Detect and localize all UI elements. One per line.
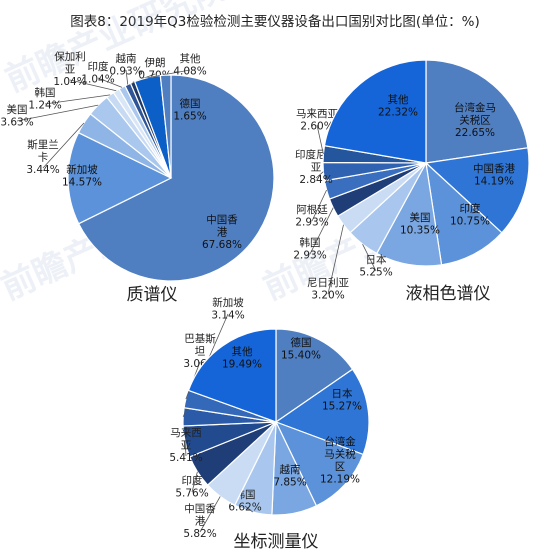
pie-chart-3: 德国 15.40%日本 15.27%台湾金马关税区 12.19%越南 7.85%韩国 6.… <box>169 296 370 540</box>
pie-chart-1: 中国香港 67.68% 新加坡 14.57%斯里兰卡 3.44% 美国 3.63%韩国 1.2… <box>0 50 275 282</box>
slice-label: 韩国 1.24% <box>28 86 61 112</box>
slice-label: 其他 22.32% <box>378 93 418 119</box>
pie-slice <box>275 328 354 424</box>
slice-label: 日本 5.25% <box>359 253 392 279</box>
slice-label: 阿根廷 2.93% <box>295 203 328 229</box>
slice-label: 其他 19.49% <box>222 345 262 371</box>
pie-chart-2: 台湾金马关税区 22.65% 中国香港 14.19% 印度 10.75% 美国 10.35% 日… <box>293 59 530 302</box>
leader-line <box>16 104 99 122</box>
leader-line <box>97 77 123 88</box>
pie-slice <box>425 59 529 164</box>
leader-line <box>44 94 111 105</box>
leader-line <box>69 79 117 92</box>
leader-line <box>199 496 221 533</box>
slice-label: 德国 1.65% <box>173 97 206 123</box>
slice-label: 印度 1.04% <box>81 60 114 86</box>
slice-label: 越南 7.85% <box>273 463 306 489</box>
chart-title: 图表8：2019年Q3检验检测主要仪器设备出口国别对比图(单位：%) <box>70 14 480 30</box>
slice-label: 越南 0.93% <box>109 52 142 78</box>
slice-label: 其他 4.08% <box>173 52 206 78</box>
slice-label: 新加坡 14.57% <box>62 163 102 189</box>
pie-title: 坐标测量仪 <box>234 532 319 552</box>
leader-line <box>309 207 334 255</box>
slice-label: 美国 10.35% <box>400 211 440 237</box>
leader-line <box>315 171 324 179</box>
pie-slice <box>274 420 364 507</box>
slice-label: 新加坡 3.14% <box>211 296 244 322</box>
pie-slice <box>323 59 427 164</box>
pie-slice <box>67 131 173 225</box>
slice-label: 斯里兰卡 3.44% <box>26 138 59 176</box>
slice-label: 马来西亚 5.41% <box>169 427 202 464</box>
leader-line <box>184 441 187 457</box>
leader-line <box>316 124 324 155</box>
leader-line <box>311 189 327 222</box>
pie-slice <box>187 328 277 423</box>
slice-label: 中国香港 14.19% <box>473 162 515 188</box>
slice-label: 印度 10.75% <box>450 202 490 228</box>
pie-title: 液相色谱仪 <box>406 284 491 304</box>
leader-line <box>362 243 377 272</box>
slice-label: 中国香港 5.82% <box>183 502 216 540</box>
leader-line <box>244 505 254 513</box>
pie-slice <box>159 74 172 179</box>
slice-label: 德国 15.40% <box>281 336 321 362</box>
slice-label: 韩国 2.93% <box>293 236 326 262</box>
slice-label: 印度 5.76% <box>175 474 208 500</box>
pie-title: 质谱仪 <box>127 285 178 305</box>
leader-line <box>327 224 344 295</box>
slice-label: 尼日利亚 3.20% <box>307 277 349 302</box>
slice-label: 台湾金马关税区 22.65% <box>454 101 496 139</box>
pie-slice <box>77 74 275 282</box>
slice-label: 保加利亚 1.04% <box>53 50 86 88</box>
pie-slice <box>425 161 503 266</box>
slice-label: 中国香港 67.68% <box>202 213 242 251</box>
slice-label: 台湾金马关税区 12.19% <box>320 435 360 486</box>
leader-line <box>125 69 129 85</box>
leader-line <box>42 122 85 169</box>
slice-label: 日本 15.27% <box>322 387 362 413</box>
leader-line <box>191 471 198 493</box>
leader-line <box>147 69 191 79</box>
pie-slice <box>424 147 530 234</box>
pie-slice <box>274 368 370 456</box>
slice-label: 马来西亚 2.60% <box>296 108 338 133</box>
slice-label: 美国 3.63% <box>0 103 33 129</box>
